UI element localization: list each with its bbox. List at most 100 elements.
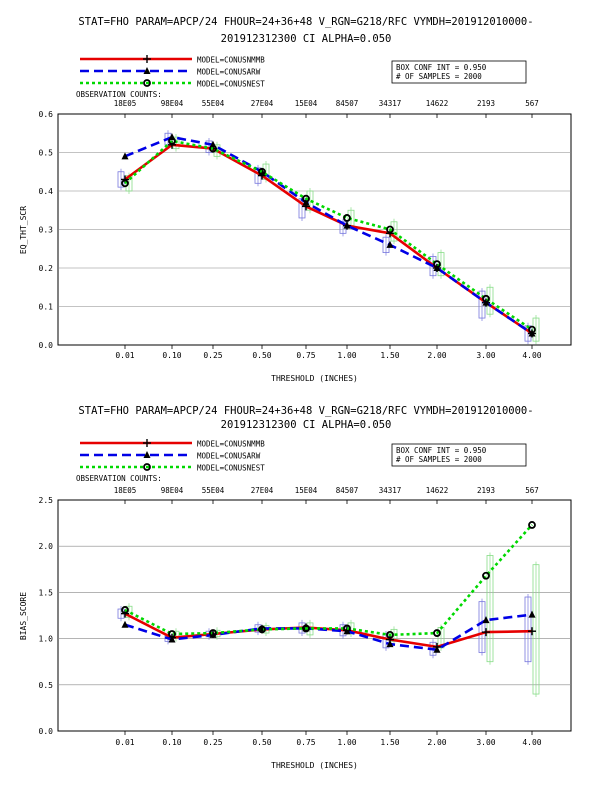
series-line-1	[124, 135, 533, 335]
y-axis-label: BIAS_SCORE	[19, 592, 28, 640]
series-point-2	[168, 137, 176, 145]
eq-threat-score-panel: STAT=FHO PARAM=APCP/24 FHOUR=24+36+48 V_…	[19, 16, 572, 383]
series-point-1	[482, 616, 490, 624]
observation-count: 567	[525, 486, 539, 495]
legend-marker-2	[143, 79, 151, 87]
observation-count: 55E04	[202, 486, 225, 495]
series-point-2	[209, 144, 217, 153]
chart-title-line2: 201912312300 CI ALPHA=0.050	[221, 419, 392, 431]
series-point-2	[343, 214, 351, 222]
bias-score-panel: STAT=FHO PARAM=APCP/24 FHOUR=24+36+48 V_…	[19, 405, 572, 770]
observation-count: 2193	[477, 99, 495, 108]
series-point-2	[168, 630, 176, 638]
y-tick-label: 0.1	[39, 303, 54, 312]
y-tick-label: 0.3	[39, 226, 54, 235]
series-point-1	[386, 240, 394, 248]
observation-count: 34317	[379, 486, 402, 495]
series-point-1	[528, 610, 536, 618]
series-point-2	[386, 225, 394, 234]
legend-label-2: MODEL=CONUSNEST	[197, 80, 265, 89]
x-tick-label: 0.75	[296, 351, 315, 360]
x-tick-label: 1.50	[380, 351, 399, 360]
series-point-1	[168, 635, 176, 643]
y-tick-label: 0.0	[39, 727, 54, 736]
observation-count: 98E04	[161, 486, 184, 495]
legend-label-0: MODEL=CONUSNMMB	[197, 440, 265, 449]
box-info-text-1: # OF SAMPLES = 2000	[396, 455, 482, 464]
series-point-2	[121, 606, 129, 614]
x-tick-label: 1.00	[337, 738, 356, 747]
series-point-2	[528, 521, 536, 529]
observation-count: 55E04	[202, 99, 225, 108]
x-tick-label: 0.01	[115, 738, 134, 747]
observation-count: 84507	[336, 99, 359, 108]
x-tick-label: 3.00	[476, 351, 495, 360]
plot-frame	[57, 499, 572, 732]
observation-counts-label: OBSERVATION COUNTS:	[76, 474, 162, 483]
box-info-text-1: # OF SAMPLES = 2000	[396, 72, 482, 81]
series-point-2	[302, 624, 310, 633]
series-point-2	[343, 624, 351, 633]
x-tick-label: 3.00	[476, 738, 495, 747]
chart-title-line2: 201912312300 CI ALPHA=0.050	[221, 33, 392, 45]
observation-count: 18E05	[114, 486, 137, 495]
x-tick-label: 0.75	[296, 738, 315, 747]
x-tick-label: 2.00	[427, 738, 446, 747]
observation-count: 27E04	[251, 486, 274, 495]
y-tick-label: 0.5	[39, 681, 54, 690]
observation-count: 14622	[426, 99, 449, 108]
x-tick-label: 2.00	[427, 351, 446, 360]
series-point-2	[482, 571, 490, 580]
chart-legend: MODEL=CONUSNMMB MODEL=CONUSARW MODEL=CONUS…	[80, 439, 265, 473]
x-tick-label: 1.50	[380, 738, 399, 747]
observation-count: 27E04	[251, 99, 274, 108]
x-tick-label: 0.25	[203, 738, 222, 747]
box-info-frame	[391, 60, 527, 84]
y-tick-label: 0.5	[39, 149, 54, 158]
observation-count: 15E04	[295, 486, 318, 495]
series-point-2	[433, 629, 441, 637]
series-point-2	[209, 629, 217, 637]
x-tick-label: 4.00	[522, 351, 541, 360]
y-tick-label: 0.4	[39, 187, 54, 196]
series-point-0	[482, 628, 490, 637]
y-axis-label: EQ_THT_SCR	[19, 206, 28, 254]
x-tick-label: 0.25	[203, 351, 222, 360]
legend-label-1: MODEL=CONUSARW	[197, 452, 261, 461]
observation-count: 34317	[379, 99, 402, 108]
series-point-1	[386, 640, 394, 648]
box-info-frame	[391, 443, 527, 467]
observation-count: 15E04	[295, 99, 318, 108]
x-tick-label: 1.00	[337, 351, 356, 360]
legend-label-0: MODEL=CONUSNMMB	[197, 56, 265, 65]
series-line-2	[124, 524, 533, 637]
chart-title-line1: STAT=FHO PARAM=APCP/24 FHOUR=24+36+48 V_…	[78, 405, 533, 417]
legend-marker-1	[143, 451, 151, 458]
y-tick-label: 0.2	[39, 264, 54, 273]
series-point-1	[343, 221, 351, 229]
series-point-2	[121, 179, 129, 188]
x-axis-label: THRESHOLD (INCHES)	[271, 761, 358, 770]
y-tick-label: 2.0	[39, 542, 54, 551]
observation-count: 567	[525, 99, 539, 108]
legend-marker-0	[143, 55, 151, 63]
x-tick-label: 0.10	[162, 351, 181, 360]
y-tick-label: 0.6	[39, 110, 54, 119]
legend-label-1: MODEL=CONUSARW	[197, 68, 261, 77]
legend-marker-0	[143, 439, 151, 447]
observation-count: 84507	[336, 486, 359, 495]
box-info-text-0: BOX CONF INT = 0.950	[396, 446, 487, 455]
x-axis-label: THRESHOLD (INCHES)	[271, 374, 358, 383]
series-point-2	[482, 294, 490, 303]
observation-count: 14622	[426, 486, 449, 495]
ci-box	[478, 601, 486, 653]
y-tick-label: 1.0	[39, 635, 54, 644]
series-point-2	[258, 625, 266, 634]
series-point-2	[386, 631, 394, 639]
legend-marker-1	[143, 67, 151, 74]
box-info-text-0: BOX CONF INT = 0.950	[396, 63, 487, 72]
x-tick-label: 0.10	[162, 738, 181, 747]
x-tick-label: 0.01	[115, 351, 134, 360]
series-point-1	[121, 152, 129, 160]
